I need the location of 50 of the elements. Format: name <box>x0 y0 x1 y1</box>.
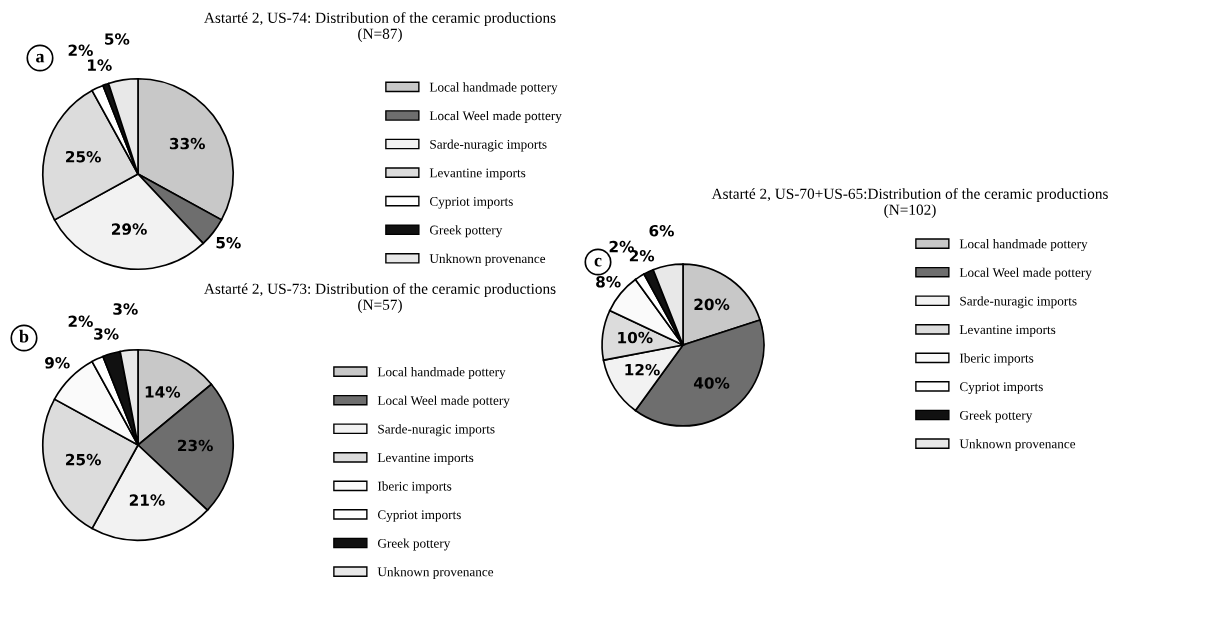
data-label: 9% <box>45 357 70 369</box>
data-label: 20% <box>694 298 730 311</box>
data-label: 2% <box>68 44 93 57</box>
legend-label: Local Weel made pottery <box>377 395 510 408</box>
data-label: 6% <box>649 224 674 237</box>
chart-title: Astarté 2, US-70+US-65:Distribution of the ceramic productions (N=102) <box>711 188 1108 218</box>
legend-label: Local handmade pottery <box>429 82 558 95</box>
legend-label: Greek pottery <box>429 225 503 238</box>
legend-label: Unknown provenance <box>429 253 546 266</box>
legend-label: Levantine imports <box>429 168 526 181</box>
text: a <box>36 53 45 63</box>
legend-label: Local Weel made pottery <box>429 110 562 123</box>
data-label: 5% <box>216 236 241 249</box>
data-label: 3% <box>94 328 119 340</box>
legend-label: Iberic imports <box>377 481 452 494</box>
legend-label: Iberic imports <box>959 353 1034 366</box>
legend-label: Local Weel made pottery <box>959 267 1092 280</box>
legend-label: Cypriot imports <box>429 197 513 209</box>
legend-label: Unknown provenance <box>377 567 494 579</box>
legend-label: Greek pottery <box>959 410 1033 423</box>
data-label: 14% <box>145 386 181 398</box>
chart-title: Astarté 2, US-73: Distribution of the ceramic productions (N=57) <box>204 283 556 313</box>
legend-label: Local handmade pottery <box>959 239 1088 252</box>
data-label: 25% <box>66 453 101 466</box>
data-label: 3% <box>113 303 138 315</box>
data-label: 40% <box>693 377 730 389</box>
data-label: 21% <box>129 494 165 506</box>
data-label: 5% <box>105 33 130 45</box>
legend-label: Sarde-nuragic imports <box>430 139 547 152</box>
data-label: 23% <box>178 439 213 452</box>
data-label: 12% <box>625 363 660 376</box>
chart-title: Astarté 2, US-74: Distribution of the ceramic productions (N=87) <box>204 12 556 42</box>
data-label: 25% <box>66 150 101 163</box>
legend-label: Unknown provenance <box>959 439 1076 451</box>
legend-label: Cypriot imports <box>377 510 461 522</box>
legend-label: Levantine imports <box>377 453 474 465</box>
text: b <box>19 329 29 343</box>
data-label: 29% <box>111 223 147 235</box>
legend-label: Local handmade pottery <box>377 367 506 380</box>
data-label: 10% <box>618 331 653 344</box>
data-label: 1% <box>88 59 112 71</box>
data-label: 2% <box>68 315 93 328</box>
legend-label: Sarde-nuragic imports <box>960 296 1077 309</box>
text: c <box>594 257 602 267</box>
data-label: 8% <box>596 275 621 288</box>
legend-label: Sarde-nuragic imports <box>378 424 495 437</box>
legend-label: Levantine imports <box>959 325 1056 337</box>
legend-label: Greek pottery <box>377 538 451 551</box>
legend-label: Cypriot imports <box>959 382 1043 394</box>
data-label: 33% <box>169 137 205 150</box>
